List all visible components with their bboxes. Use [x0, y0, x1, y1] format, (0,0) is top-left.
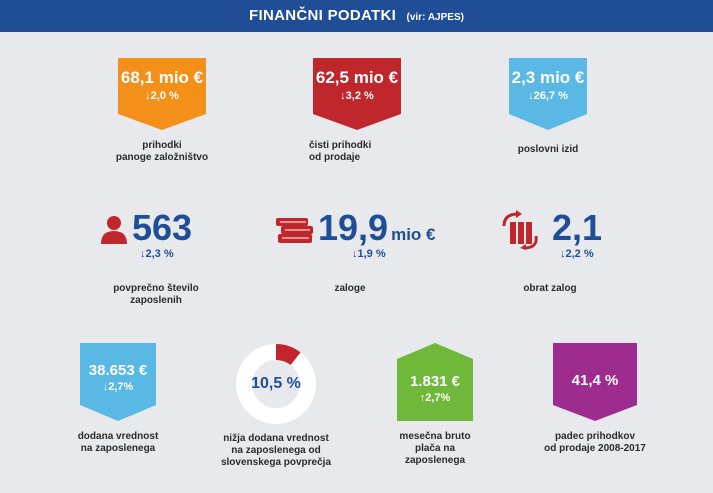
- revenue-change: ↓2,0 %: [145, 90, 179, 102]
- arrow-down-badge-icon: [80, 343, 156, 421]
- inventory-stat: 19,9 mio € ↓1,9 %: [318, 207, 436, 261]
- arrow-up-badge-icon: [397, 343, 473, 421]
- revenue-decline-label: padec prihodkov od prodaje 2008-2017: [544, 431, 646, 454]
- value-added-badge: 38.653 € ↓2,7%: [80, 362, 156, 393]
- value-added-change: ↓2,7%: [102, 381, 134, 393]
- profit-value: 2,3 mio €: [511, 68, 585, 87]
- salary-change: ↑2,7%: [419, 392, 451, 404]
- turnover-change: ↓2,2 %: [560, 248, 594, 260]
- salary-value: 1.831 €: [409, 373, 461, 390]
- donut-segment: [275, 344, 301, 366]
- net-sales-label: čisti prihodki od prodaje: [309, 140, 372, 163]
- arrow-down-badge-icon: [118, 58, 206, 130]
- net-sales-value: 62,5 mio €: [315, 68, 399, 87]
- salary-badge: 1.831 € ↑2,7%: [397, 373, 473, 404]
- net-sales-badge: 62,5 mio € ↓3,2 %: [313, 68, 401, 102]
- profit-badge: 2,3 mio € ↓26,7 %: [509, 68, 587, 102]
- employees-change: ↓2,3 %: [140, 248, 174, 260]
- net-sales-change: ↓3,2 %: [340, 90, 374, 102]
- rotating-binders-icon: [502, 210, 538, 250]
- value-added-value: 38.653 €: [88, 362, 148, 379]
- header-bar: FINANČNI PODATKI (vir: AJPES): [0, 0, 713, 32]
- source-note: (vir: AJPES): [406, 12, 464, 23]
- arrow-down-badge-icon: [313, 58, 401, 130]
- arrow-down-badge-icon: [509, 58, 587, 130]
- donut-label: nižja dodana vrednost na zaposlenega od …: [220, 433, 332, 468]
- turnover-stat: 2,1 ↓2,2 %: [552, 207, 603, 261]
- profit-change: ↓26,7 %: [528, 90, 568, 102]
- person-icon: [101, 216, 127, 244]
- revenue-label: prihodki panoge založništvo: [115, 140, 209, 163]
- inventory-label: zaloge: [334, 283, 366, 294]
- profit-label: poslovni izid: [517, 144, 579, 155]
- employees-stat: 563 ↓2,3 %: [132, 207, 193, 261]
- revenue-value: 68,1 mio €: [120, 68, 204, 87]
- donut-value: 10,5 %: [251, 375, 301, 392]
- turnover-value: 2,1: [552, 207, 603, 248]
- donut-chart: [236, 344, 316, 424]
- employees-value: 563: [132, 207, 193, 248]
- turnover-label: obrat zalog: [523, 283, 577, 294]
- revenue-decline-value: 41,4 %: [571, 372, 619, 389]
- page-title: FINANČNI PODATKI: [249, 7, 397, 24]
- revenue-badge: 68,1 mio € ↓2,0 %: [118, 68, 206, 102]
- value-added-label: dodana vrednost na zaposlenega: [77, 431, 159, 454]
- arrow-down-badge-icon: [553, 343, 637, 421]
- inventory-unit: mio €: [391, 225, 436, 244]
- books-icon: [276, 218, 313, 243]
- salary-label: mesečna bruto plača na zaposlenega: [399, 431, 471, 466]
- inventory-change: ↓1,9 %: [352, 248, 386, 260]
- employees-label: povprečno število zaposlenih: [113, 283, 199, 306]
- revenue-decline-badge: 41,4 %: [553, 372, 637, 389]
- inventory-value: 19,9: [318, 207, 389, 248]
